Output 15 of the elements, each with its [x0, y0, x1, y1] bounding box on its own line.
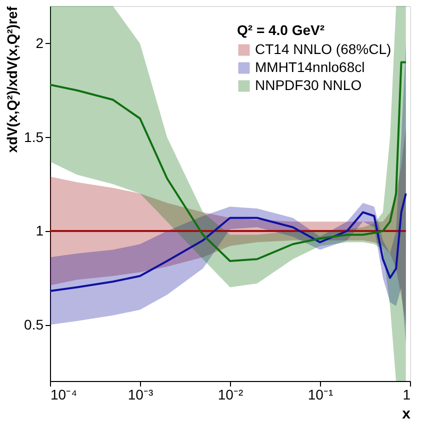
legend-title: Q² = 4.0 GeV² [237, 22, 325, 38]
x-tick-label: 10⁻¹ [308, 386, 334, 402]
y-axis-title: xdV(x,Q²)/xdV(x,Q²)ref [4, 6, 20, 153]
x-tick-label: 10⁻² [218, 386, 244, 402]
x-tick-label: 10⁻⁴ [50, 386, 78, 402]
legend-label: NNPDF30 NNLO [255, 77, 362, 93]
y-tick-label: 2 [36, 35, 44, 51]
x-tick-label: 10⁻³ [128, 386, 154, 402]
x-axis-title: x [402, 406, 412, 422]
legend-label: CT14 NNLO (68%CL) [255, 41, 392, 57]
y-tick-label: 0.5 [24, 316, 44, 332]
legend-label: MMHT14nnlo68cl [255, 59, 365, 75]
y-tick-label: 1.5 [24, 128, 44, 145]
y-tick-label: 1 [36, 222, 44, 238]
x-tick-label: 1 [402, 386, 411, 402]
